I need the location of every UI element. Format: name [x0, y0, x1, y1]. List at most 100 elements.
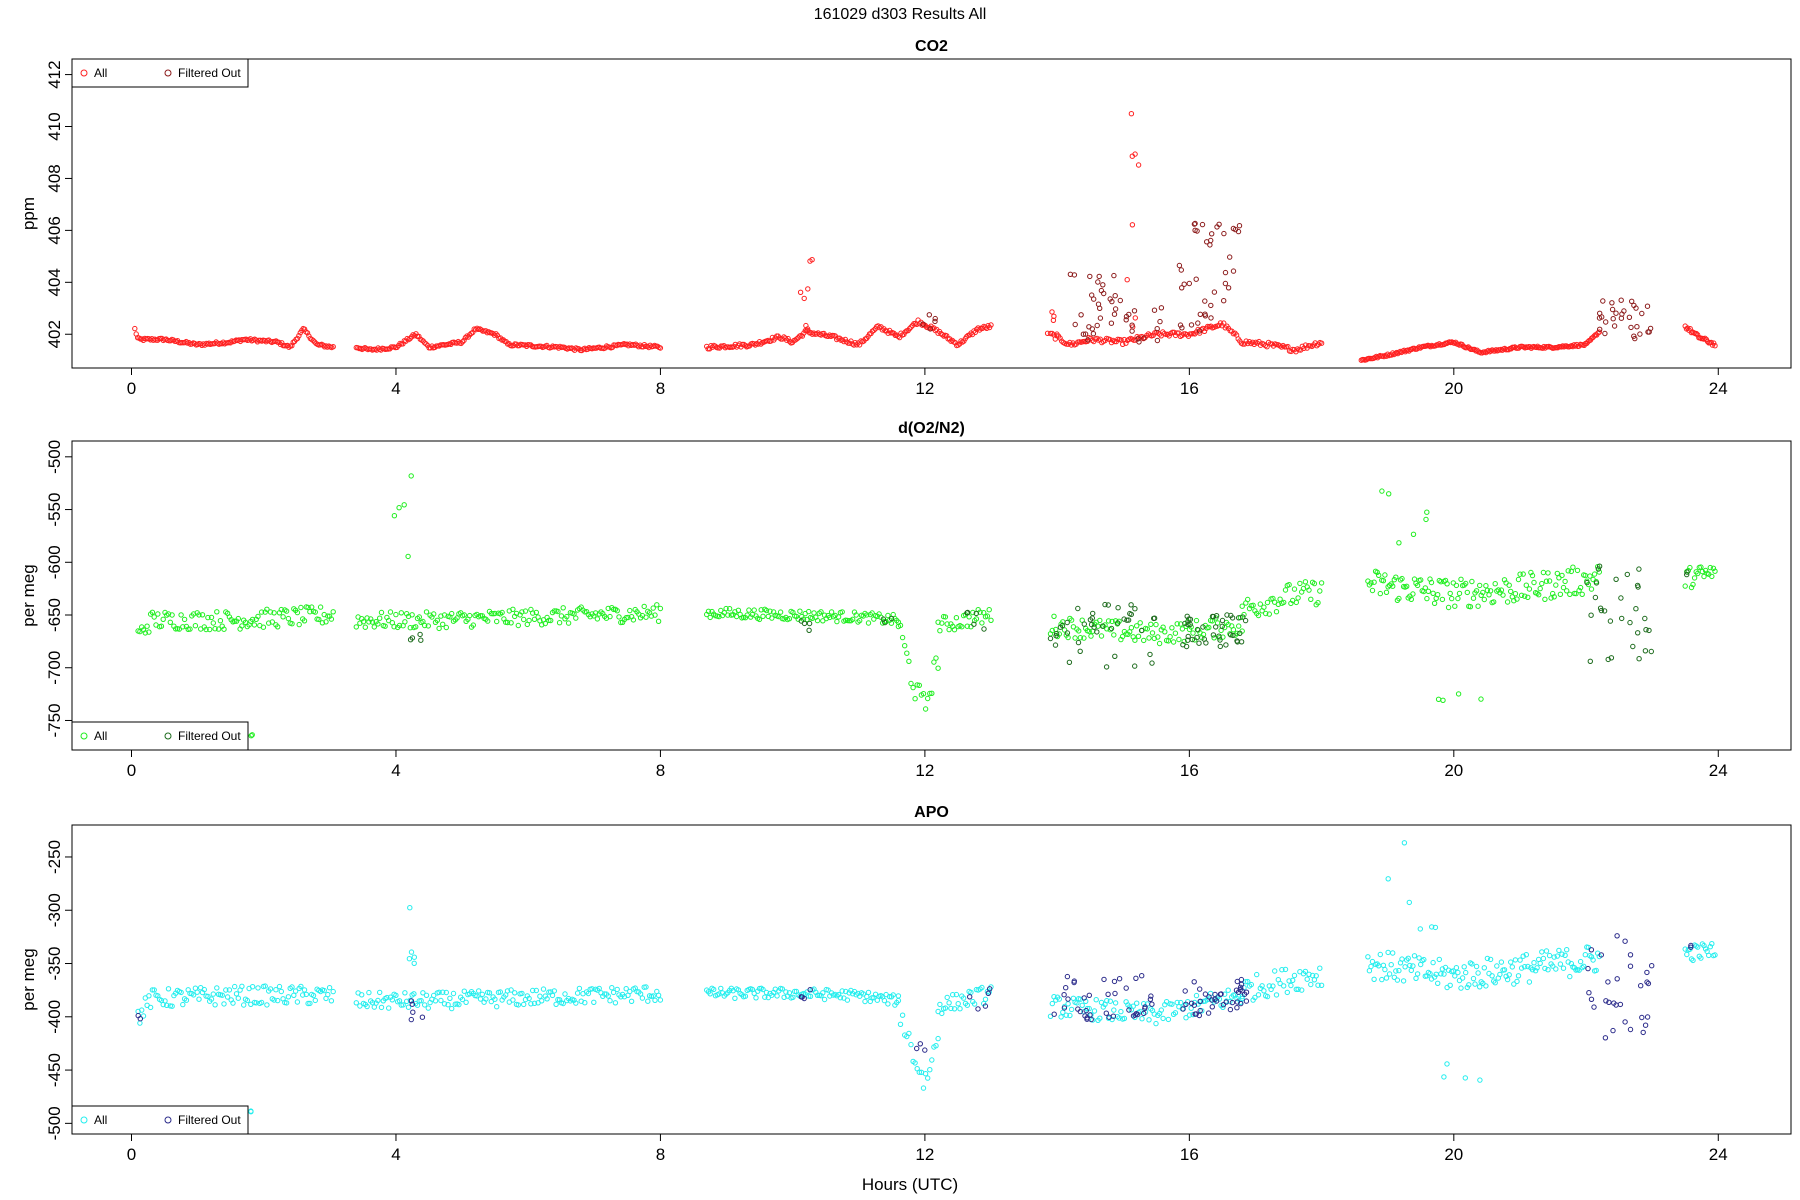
data-point [1484, 955, 1491, 962]
data-point [262, 983, 268, 989]
data-point [403, 338, 409, 344]
data-point [882, 619, 888, 626]
data-point [1165, 1016, 1172, 1023]
data-point [1602, 330, 1608, 337]
data-point [797, 289, 804, 295]
panel-title: CO2 [915, 38, 948, 55]
data-point [192, 623, 199, 629]
data-point [474, 993, 480, 999]
data-point [806, 620, 813, 627]
data-point [1186, 616, 1192, 622]
data-point [386, 1005, 392, 1011]
data-point [414, 1002, 421, 1008]
data-point [165, 986, 172, 992]
data-point [643, 614, 649, 620]
data-point [1695, 570, 1701, 577]
data-point [814, 617, 821, 624]
data-point [1080, 331, 1087, 337]
data-point [391, 513, 398, 519]
data-point [1142, 1004, 1148, 1010]
y-tick-label: 404 [45, 268, 64, 296]
data-point [423, 992, 430, 998]
data-point [1129, 328, 1135, 334]
data-point [269, 619, 275, 625]
data-point [476, 988, 482, 994]
y-tick-label: 412 [45, 60, 64, 88]
data-point [1131, 308, 1138, 314]
data-point [1068, 617, 1075, 623]
data-point [1091, 296, 1097, 302]
data-point [927, 326, 933, 332]
data-point [1396, 967, 1402, 974]
data-point [654, 602, 660, 608]
data-point [1627, 1026, 1634, 1033]
data-point [1559, 572, 1565, 579]
data-point [1494, 963, 1500, 969]
data-point [1051, 613, 1057, 619]
data-point [914, 1045, 920, 1052]
data-point [289, 621, 295, 627]
data-point [705, 608, 712, 614]
data-point [425, 623, 431, 629]
x-tick-label: 4 [391, 1145, 400, 1164]
data-point [196, 612, 202, 618]
data-point [1427, 344, 1434, 350]
data-point [946, 626, 952, 633]
data-point [486, 990, 493, 996]
data-point [1572, 343, 1579, 349]
data-point [1063, 985, 1069, 991]
data-point [1400, 978, 1407, 984]
data-point [325, 991, 331, 998]
data-point [1512, 591, 1519, 597]
data-point [1559, 951, 1565, 957]
data-point [208, 996, 215, 1002]
data-point [1079, 1002, 1085, 1008]
data-point [1537, 585, 1543, 592]
data-point [1081, 635, 1087, 641]
data-point [908, 680, 914, 687]
data-point [1579, 591, 1585, 597]
legend-marker [164, 1116, 172, 1124]
data-point [1377, 590, 1384, 597]
data-point [1593, 967, 1599, 974]
data-point [1488, 348, 1494, 354]
data-point [1206, 996, 1212, 1002]
data-point [1636, 656, 1642, 662]
data-point [1525, 963, 1531, 970]
data-point [1065, 996, 1071, 1002]
data-point [951, 627, 958, 633]
data-point [1236, 223, 1243, 229]
legend: All Filtered Out [71, 58, 249, 88]
data-point [922, 1071, 929, 1077]
data-point [944, 621, 950, 627]
data-point [1585, 965, 1591, 972]
y-tick-label: -500 [45, 440, 64, 474]
data-point [1147, 996, 1154, 1002]
data-point [987, 986, 993, 992]
data-point [312, 997, 318, 1004]
data-point [137, 1020, 143, 1026]
data-point [645, 998, 651, 1004]
data-point [769, 615, 775, 621]
data-point [273, 338, 279, 344]
data-point [1543, 578, 1550, 584]
data-point [267, 609, 274, 615]
data-point [1526, 979, 1533, 985]
data-point [1470, 975, 1477, 982]
data-point [400, 1002, 406, 1008]
data-point [542, 620, 548, 627]
data-point [1044, 330, 1051, 336]
data-point [1644, 1014, 1651, 1020]
data-point [1304, 976, 1310, 982]
data-point [307, 609, 313, 615]
data-point [902, 329, 908, 335]
data-point [548, 617, 554, 624]
data-point [1243, 979, 1249, 985]
data-point [180, 624, 186, 630]
y-tick-label: 406 [45, 216, 64, 244]
data-point [431, 611, 437, 617]
data-point [271, 997, 277, 1003]
data-point [1377, 951, 1384, 958]
data-point [1128, 625, 1135, 631]
data-point [219, 992, 225, 998]
